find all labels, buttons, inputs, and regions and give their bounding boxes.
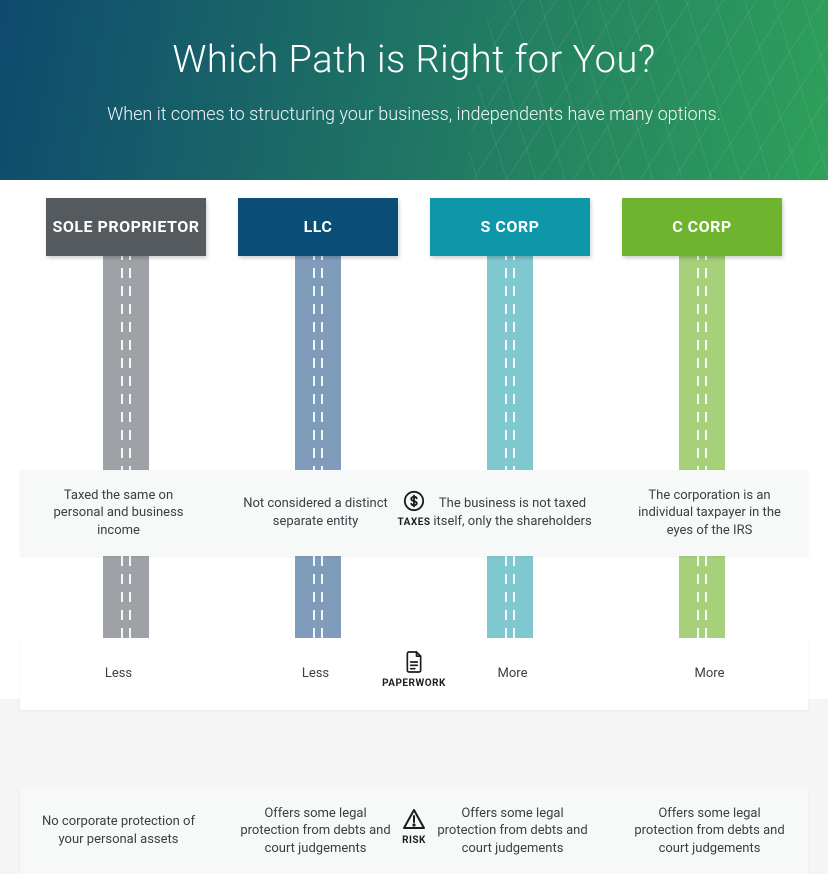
column-header-llc: LLC xyxy=(238,198,398,256)
cell-risk-scorp: Offers some legal protection from debts … xyxy=(414,791,611,872)
cell-risk-ccorp: Offers some legal protection from debts … xyxy=(611,791,808,872)
header: Which Path is Right for You? When it com… xyxy=(0,0,828,180)
cell-paperwork-llc: Less xyxy=(217,651,414,697)
infographic-container: Which Path is Right for You? When it com… xyxy=(0,0,828,699)
cell-taxes-ccorp: The corporation is an individual taxpaye… xyxy=(611,473,808,554)
row-risk: No corporate protection of your personal… xyxy=(20,788,808,874)
row-paperwork: LessLessMoreMorePAPERWORK xyxy=(20,638,808,710)
row-taxes: Taxed the same on personal and business … xyxy=(20,470,808,556)
column-ccorp: C CORP xyxy=(606,180,798,699)
column-sole: SOLE PROPRIETOR xyxy=(30,180,222,699)
column-header-ccorp: C CORP xyxy=(622,198,782,256)
page-title: Which Path is Right for You? xyxy=(40,38,788,82)
cell-paperwork-ccorp: More xyxy=(611,651,808,697)
column-scorp: S CORP xyxy=(414,180,606,699)
cell-risk-sole: No corporate protection of your personal… xyxy=(20,799,217,862)
column-llc: LLC xyxy=(222,180,414,699)
cell-paperwork-scorp: More xyxy=(414,651,611,697)
columns: SOLE PROPRIETOR LLC S CORP C CORP xyxy=(0,180,828,699)
cell-taxes-llc: Not considered a distinct separate entit… xyxy=(217,481,414,544)
page-subtitle: When it comes to structuring your busine… xyxy=(40,104,788,125)
cell-taxes-sole: Taxed the same on personal and business … xyxy=(20,473,217,554)
column-header-sole: SOLE PROPRIETOR xyxy=(46,198,206,256)
column-header-scorp: S CORP xyxy=(430,198,590,256)
comparison-grid: SOLE PROPRIETOR LLC S CORP C CORP Taxed the… xyxy=(0,180,828,699)
cell-paperwork-sole: Less xyxy=(20,651,217,697)
cell-taxes-scorp: The business is not taxed itself, only t… xyxy=(414,481,611,544)
cell-risk-llc: Offers some legal protection from debts … xyxy=(217,791,414,872)
